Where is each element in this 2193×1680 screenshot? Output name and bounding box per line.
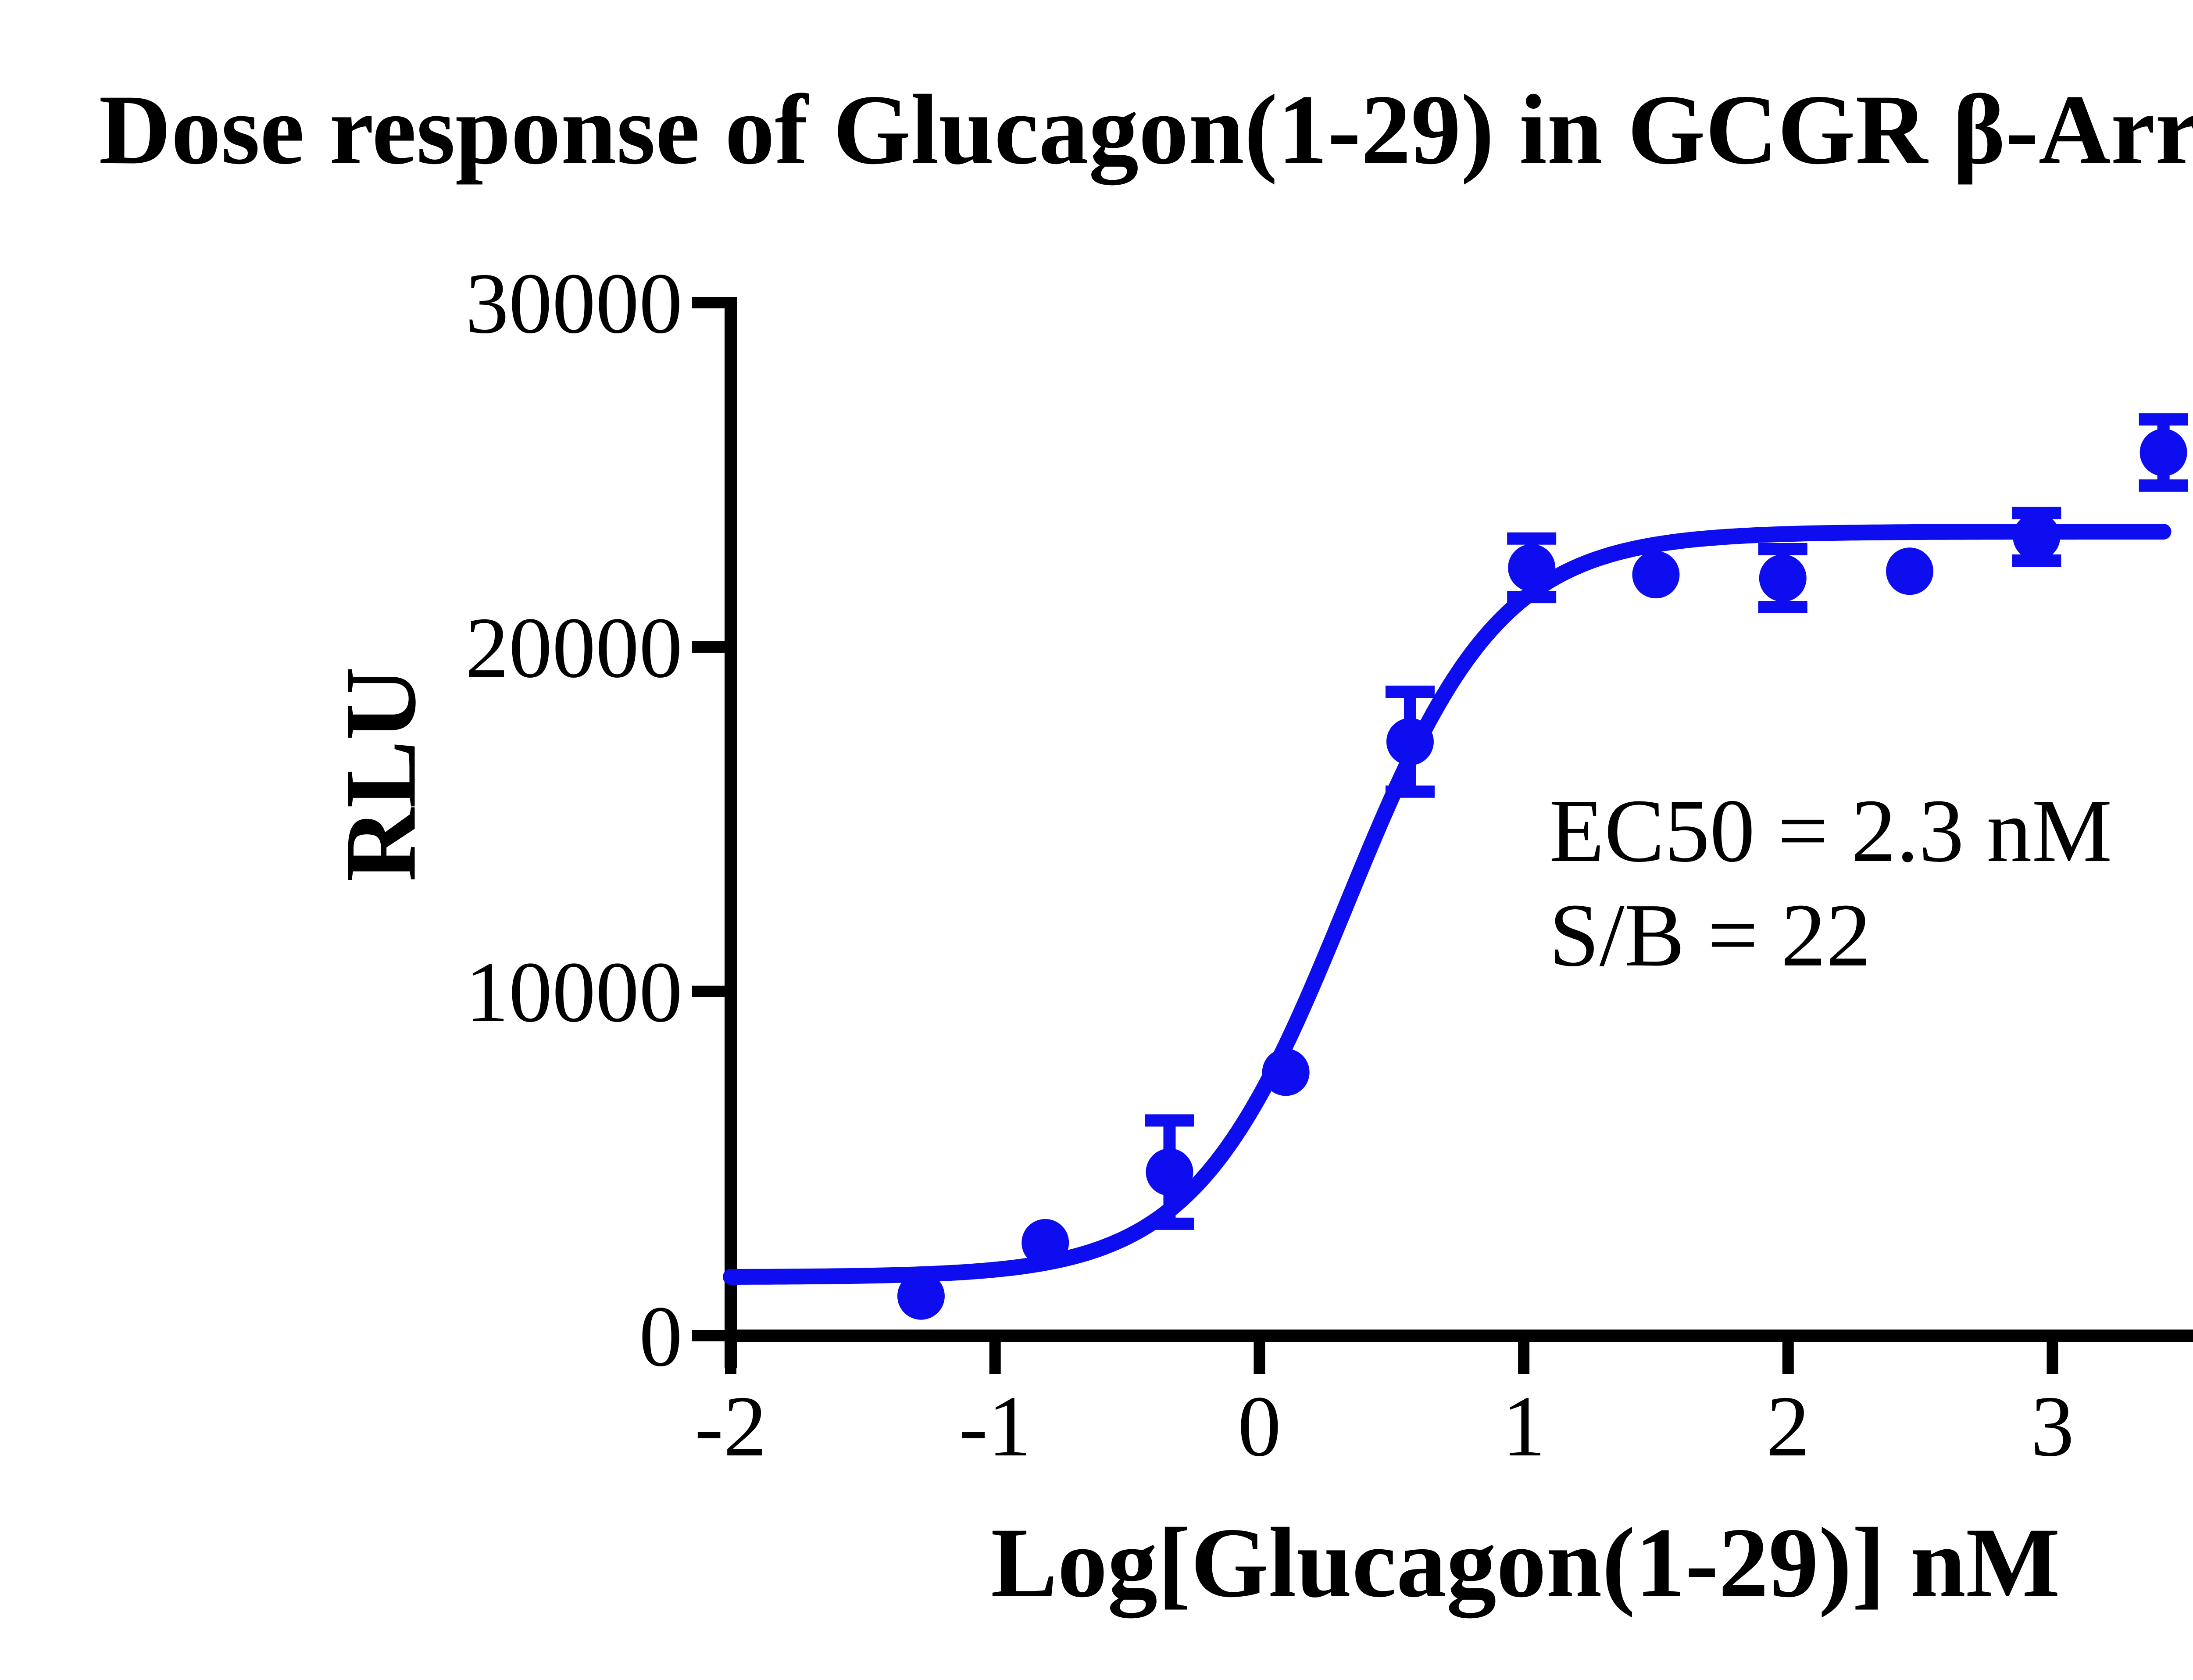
data-point [1021, 1219, 1069, 1267]
data-point [897, 1272, 945, 1320]
fit-results-annotation: EC50 = 2.3 nM S/B = 22 [1549, 779, 2112, 987]
signal-to-background-text: S/B = 22 [1549, 885, 1872, 985]
data-point [2013, 513, 2061, 561]
x-tick-label: 1 [1502, 1378, 1546, 1474]
data-point [1262, 1048, 1310, 1096]
x-tick-label: -1 [959, 1378, 1031, 1474]
data-point [1508, 544, 1556, 592]
chart-title: Dose response of Glucagon(1-29) in GCGR … [99, 75, 2193, 185]
ec50-value-text: EC50 = 2.3 nM [1549, 780, 2112, 881]
y-tick-label: 20000 [465, 600, 682, 696]
fit-curve [723, 524, 2172, 1285]
x-tick-label: 3 [2031, 1378, 2074, 1474]
y-tick-label: 0 [639, 1288, 682, 1384]
data-point [1632, 551, 1680, 599]
data-point [1146, 1148, 1193, 1196]
data-point [1759, 554, 1807, 602]
x-tick-label: 2 [1766, 1378, 1810, 1474]
data-point [1886, 547, 1934, 595]
y-axis-label: RLU [324, 667, 437, 882]
y-tick-label: 30000 [465, 255, 682, 351]
y-tick-label: 10000 [465, 944, 682, 1040]
x-tick-label: 0 [1238, 1378, 1281, 1474]
x-axis-label: Log[Glucagon(1-29)] nM [990, 1508, 2061, 1618]
data-point [2139, 429, 2187, 476]
data-point [1386, 718, 1434, 765]
x-tick-label: -2 [695, 1378, 767, 1474]
